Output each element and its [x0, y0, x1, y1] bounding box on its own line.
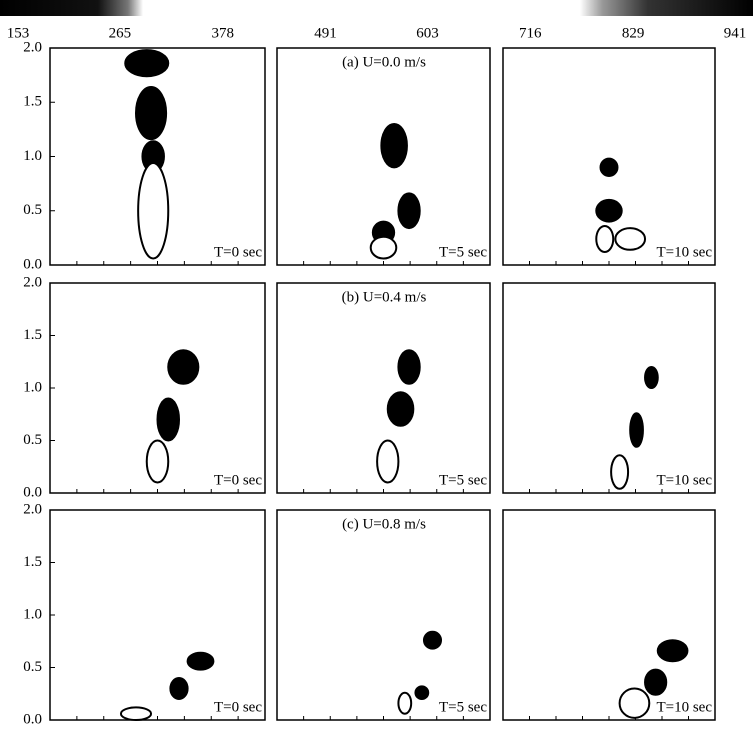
contour: [644, 366, 659, 389]
contour: [644, 668, 668, 696]
contour: [614, 227, 647, 251]
y-tick-label: 1.5: [23, 94, 42, 110]
contour: [137, 162, 170, 260]
colorbar-tick-label: 941: [724, 25, 747, 41]
time-label: T=10 sec: [656, 699, 712, 715]
contour: [186, 651, 215, 671]
contour: [599, 157, 619, 178]
contour: [135, 86, 168, 141]
contour: [169, 677, 189, 700]
y-tick-label: 0.0: [23, 711, 42, 727]
y-tick-label: 1.0: [23, 148, 42, 164]
contour: [124, 49, 170, 78]
panel-frame: [502, 282, 716, 494]
row-title: (b) U=0.4 m/s: [342, 289, 427, 305]
contour: [376, 439, 400, 484]
colorbar-tick-label: 265: [109, 25, 132, 41]
time-label: T=0 sec: [214, 472, 262, 488]
y-tick-label: 1.5: [23, 327, 42, 343]
colorbar-tick-label: 153: [7, 25, 30, 41]
time-label: T=0 sec: [214, 244, 262, 260]
colorbar-tick-label: 491: [314, 25, 337, 41]
time-label: T=5 sec: [439, 472, 487, 488]
time-label: T=0 sec: [214, 699, 262, 715]
contour: [119, 706, 153, 722]
contour: [167, 349, 200, 385]
y-tick-label: 0.5: [23, 202, 42, 218]
y-tick-label: 1.0: [23, 606, 42, 622]
contour: [397, 192, 421, 230]
time-label: T=5 sec: [439, 699, 487, 715]
contour: [380, 122, 408, 169]
y-tick-label: 1.5: [23, 554, 42, 570]
panel-frame: [502, 509, 716, 721]
row-title: (c) U=0.8 m/s: [342, 516, 426, 532]
y-tick-label: 2.0: [23, 39, 42, 55]
y-tick-label: 1.0: [23, 379, 42, 395]
y-tick-label: 0.0: [23, 256, 42, 272]
contour: [610, 454, 630, 490]
panel-frame: [276, 509, 491, 721]
contour: [422, 630, 443, 650]
y-tick-label: 0.5: [23, 659, 42, 675]
contour: [595, 224, 615, 253]
contour: [386, 391, 415, 427]
contour: [656, 639, 689, 663]
colorbar: [0, 0, 753, 16]
contour: [156, 397, 180, 442]
colorbar-tick-label: 378: [211, 25, 234, 41]
row-title: (a) U=0.0 m/s: [342, 54, 426, 70]
colorbar-tick-label: 716: [519, 25, 542, 41]
colorbar-tick-label: 603: [416, 25, 439, 41]
contour: [369, 235, 398, 260]
time-label: T=10 sec: [656, 244, 712, 260]
y-tick-label: 2.0: [23, 274, 42, 290]
colorbar-tick-label: 829: [622, 25, 645, 41]
contour: [397, 691, 413, 715]
panel-frame: [49, 509, 266, 721]
y-tick-label: 2.0: [23, 501, 42, 517]
contour: [618, 687, 651, 719]
contour: [397, 349, 421, 385]
contour: [145, 439, 170, 484]
y-tick-label: 0.0: [23, 484, 42, 500]
y-tick-label: 0.5: [23, 432, 42, 448]
contour: [629, 412, 644, 448]
contour: [595, 198, 623, 223]
time-label: T=5 sec: [439, 244, 487, 260]
contour: [414, 685, 430, 701]
time-label: T=10 sec: [656, 472, 712, 488]
